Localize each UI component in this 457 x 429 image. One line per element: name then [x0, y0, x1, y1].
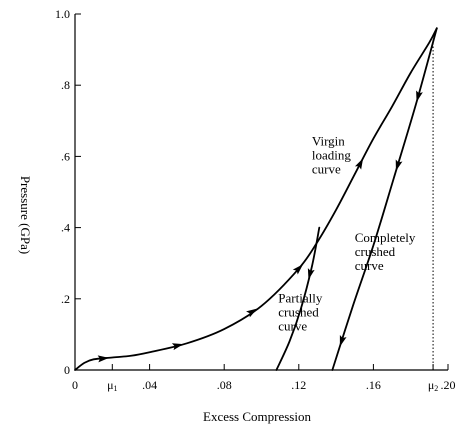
virgin-arrow — [292, 264, 304, 275]
completely-arrow — [395, 159, 403, 172]
x-tick-label: 0 — [72, 378, 78, 392]
virgin-arrow — [97, 355, 109, 363]
y-tick-label: 0 — [64, 363, 70, 377]
virgin-arrow — [171, 343, 184, 351]
x-tick-label: .08 — [217, 378, 232, 392]
completely-arrow — [339, 335, 347, 347]
y-tick-label: .4 — [61, 221, 70, 235]
y-tick-label: .8 — [61, 78, 70, 92]
partially-curve-label: Partially crushed curve — [278, 290, 323, 333]
y-tick-label: .6 — [61, 149, 70, 163]
virgin-curve-label: Virgin loading curve — [312, 134, 351, 177]
x-tick-label: .20 — [441, 378, 456, 392]
plot-area: 0 .2 .4 .6 .8 1.0 0 μ1 .04 .08 .12 .16 μ2.20 Virgin lo… — [55, 7, 456, 393]
x-tick-label: .04 — [142, 378, 157, 392]
partially-arrow — [307, 268, 315, 280]
virgin-arrow — [246, 308, 258, 318]
x-tick-label: μ1 — [107, 378, 117, 393]
y-tick-label: .2 — [61, 292, 70, 306]
y-tick-label: 1.0 — [55, 7, 70, 21]
completely-curve-label: Completely crushed curve — [355, 230, 416, 273]
x-tick-label: .16 — [366, 378, 381, 392]
x-axis-title: Excess Compression — [203, 409, 311, 424]
x-tick-label: .12 — [291, 378, 306, 392]
completely-curve — [331, 27, 438, 371]
virgin-arrow — [354, 158, 364, 170]
completely-arrow — [416, 90, 423, 102]
partially-curve — [275, 226, 321, 371]
y-axis-title: Pressure (GPa) — [18, 176, 33, 254]
x-tick-label: μ2 — [428, 378, 438, 393]
virgin-curve — [74, 27, 438, 371]
